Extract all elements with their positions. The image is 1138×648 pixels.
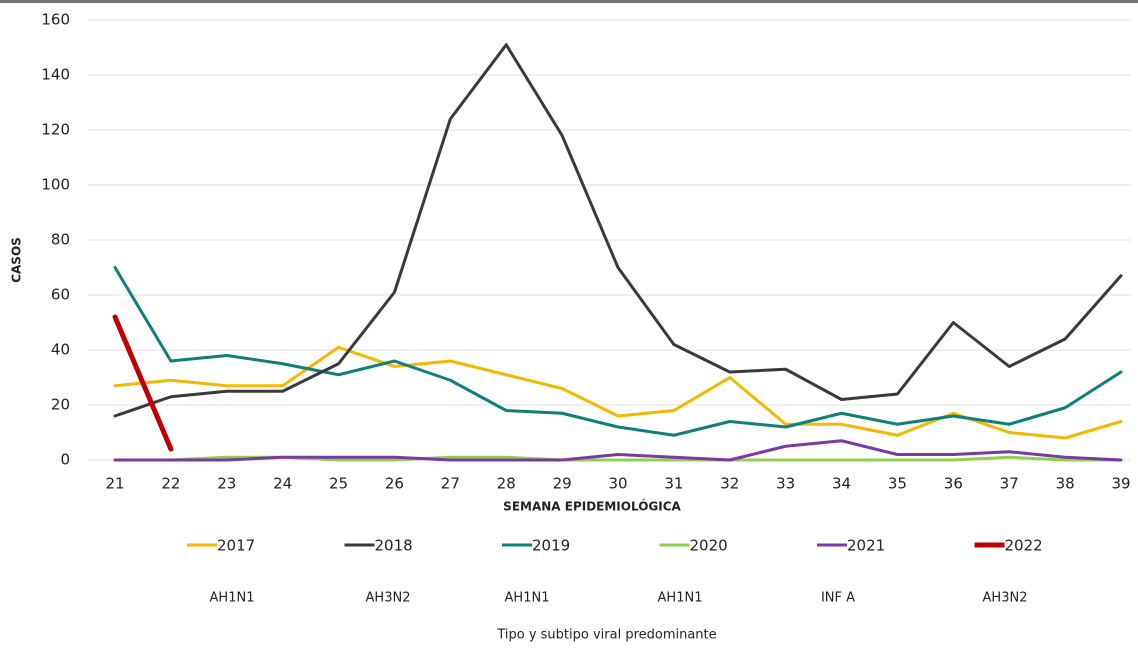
legend-label: 2022 <box>1005 537 1043 555</box>
y-tick-label: 40 <box>51 341 70 359</box>
x-axis-title: SEMANA EPIDEMIOLÓGICA <box>503 499 681 514</box>
series-line <box>113 266 1123 437</box>
x-tick-label: 25 <box>329 475 348 493</box>
top-bar <box>0 0 1138 3</box>
x-tick-label: 24 <box>273 475 292 493</box>
series-line <box>113 43 1123 418</box>
y-tick-label: 80 <box>51 231 70 249</box>
legend-label: 2017 <box>217 537 255 555</box>
x-tick-label: 29 <box>553 475 572 493</box>
y-tick-label: 20 <box>51 396 70 414</box>
x-tick-label: 32 <box>720 475 739 493</box>
y-tick-label: 100 <box>41 176 70 194</box>
caption: Tipo y subtipo viral predominante <box>496 628 716 643</box>
x-tick-label: 21 <box>105 475 124 493</box>
x-tick-label: 31 <box>664 475 683 493</box>
y-axis-title: CASOS <box>10 237 24 283</box>
legend-label: 2019 <box>532 537 570 555</box>
annotation: AH1N1 <box>505 591 550 606</box>
series-line <box>112 314 174 452</box>
annotation: AH3N2 <box>366 591 411 606</box>
x-tick-label: 26 <box>385 475 404 493</box>
x-tick-label: 33 <box>776 475 795 493</box>
x-tick-label: 22 <box>161 475 180 493</box>
annotation: AH1N1 <box>210 591 255 606</box>
x-tick-label: 39 <box>1111 475 1130 493</box>
y-tick-label: 140 <box>41 66 70 84</box>
x-tick-label: 30 <box>608 475 627 493</box>
x-tick-label: 27 <box>441 475 460 493</box>
x-tick-label: 37 <box>1000 475 1019 493</box>
y-tick-label: 0 <box>60 451 70 469</box>
x-tick-label: 23 <box>217 475 236 493</box>
annotation: AH1N1 <box>658 591 703 606</box>
legend-label: 2021 <box>847 537 885 555</box>
x-tick-label: 34 <box>832 475 851 493</box>
x-tick-label: 36 <box>944 475 963 493</box>
x-tick-label: 28 <box>497 475 516 493</box>
y-tick-label: 120 <box>41 121 70 139</box>
x-tick-label: 38 <box>1056 475 1075 493</box>
annotation: INF A <box>821 591 855 606</box>
y-tick-label: 160 <box>41 11 70 29</box>
y-tick-label: 60 <box>51 286 70 304</box>
annotation: AH3N2 <box>983 591 1028 606</box>
series-line <box>113 345 1123 440</box>
series-line <box>113 439 1123 462</box>
x-tick-label: 35 <box>888 475 907 493</box>
legend-label: 2018 <box>375 537 413 555</box>
legend-label: 2020 <box>690 537 728 555</box>
